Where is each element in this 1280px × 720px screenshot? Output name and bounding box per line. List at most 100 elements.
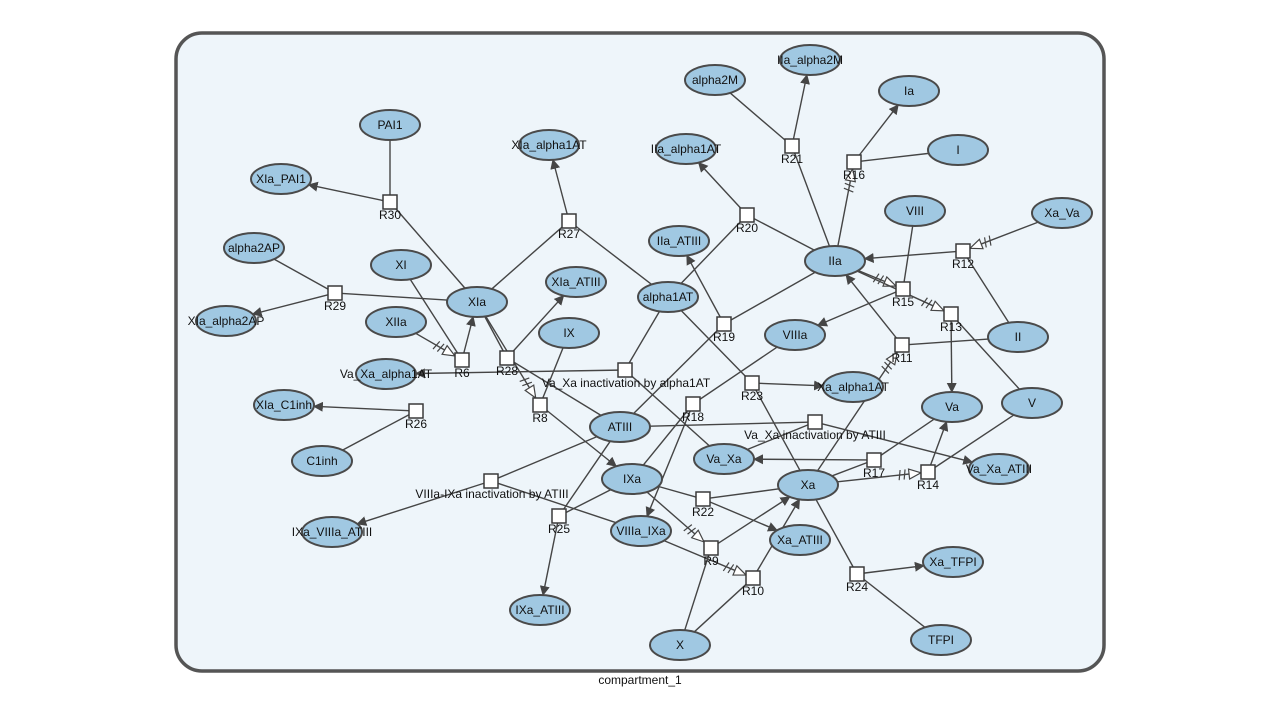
species-IX[interactable]: IX — [538, 317, 600, 349]
species-node[interactable] — [878, 75, 940, 107]
species-IIa_alpha2M[interactable]: IIa_alpha2M — [777, 44, 843, 76]
reaction-R14[interactable]: R14 — [917, 464, 939, 492]
species-node[interactable] — [601, 463, 663, 495]
species-X[interactable]: X — [649, 629, 711, 661]
reaction-node[interactable] — [739, 207, 755, 223]
species-Va_Xa_alpha1AT[interactable]: Va_Xa_alpha1AT — [340, 358, 433, 390]
species-node[interactable] — [779, 44, 841, 76]
species-node[interactable] — [250, 163, 312, 195]
species-node[interactable] — [922, 546, 984, 578]
reaction-node[interactable] — [784, 138, 800, 154]
species-node[interactable] — [538, 317, 600, 349]
reaction-node[interactable] — [382, 194, 398, 210]
species-node[interactable] — [446, 286, 508, 318]
reaction-VaXa_alpha1AT[interactable]: Va_Xa inactivation by alpha1AT — [542, 362, 711, 390]
species-II[interactable]: II — [987, 321, 1049, 353]
species-Xa_Va[interactable]: Xa_Va — [1031, 197, 1093, 229]
reaction-node[interactable] — [866, 452, 882, 468]
species-node[interactable] — [370, 249, 432, 281]
species-node[interactable] — [365, 306, 427, 338]
species-XIa_alpha2AP[interactable]: XIa_alpha2AP — [188, 305, 265, 337]
species-Va_Xa_ATIII[interactable]: Va_Xa_ATIII — [966, 453, 1032, 485]
reaction-node[interactable] — [920, 464, 936, 480]
species-node[interactable] — [1031, 197, 1093, 229]
reaction-node[interactable] — [807, 414, 823, 430]
species-I[interactable]: I — [927, 134, 989, 166]
species-XIa_PAI1[interactable]: XIa_PAI1 — [250, 163, 312, 195]
reaction-node[interactable] — [849, 566, 865, 582]
species-node[interactable] — [195, 305, 257, 337]
species-Xa[interactable]: Xa — [777, 469, 839, 501]
species-node[interactable] — [589, 411, 651, 443]
species-VIIIa[interactable]: VIIIa — [764, 319, 826, 351]
species-IIa[interactable]: IIa — [804, 245, 866, 277]
species-node[interactable] — [518, 129, 580, 161]
reaction-node[interactable] — [744, 375, 760, 391]
reaction-node[interactable] — [483, 473, 499, 489]
species-node[interactable] — [968, 453, 1030, 485]
species-alpha2AP[interactable]: alpha2AP — [223, 232, 285, 264]
species-node[interactable] — [764, 319, 826, 351]
species-node[interactable] — [545, 266, 607, 298]
species-XI[interactable]: XI — [370, 249, 432, 281]
species-node[interactable] — [684, 64, 746, 96]
species-C1inh[interactable]: C1inh — [291, 445, 353, 477]
species-Xa_alpha1AT[interactable]: Xa_alpha1AT — [817, 371, 890, 403]
reaction-node[interactable] — [895, 281, 911, 297]
species-node[interactable] — [610, 515, 672, 547]
species-Ia[interactable]: Ia — [878, 75, 940, 107]
species-node[interactable] — [822, 371, 884, 403]
species-Va[interactable]: Va — [921, 391, 983, 423]
reaction-node[interactable] — [894, 337, 910, 353]
reaction-R20[interactable]: R20 — [736, 207, 758, 235]
reaction-node[interactable] — [685, 396, 701, 412]
species-VIII[interactable]: VIII — [884, 195, 946, 227]
reaction-node[interactable] — [408, 403, 424, 419]
reaction-R17[interactable]: R17 — [863, 452, 885, 480]
species-IIa_ATIII[interactable]: IIa_ATIII — [648, 225, 710, 257]
reaction-R12[interactable]: R12 — [952, 243, 974, 271]
reaction-node[interactable] — [617, 362, 633, 378]
species-node[interactable] — [927, 134, 989, 166]
species-XIa_C1inh[interactable]: XIa_C1inh — [253, 389, 315, 421]
reaction-VaXa_ATIII[interactable]: Va_Xa inactivation by ATIII — [744, 414, 886, 442]
species-XIa_alpha1AT[interactable]: XIa_alpha1AT — [511, 129, 587, 161]
species-VIIIa_IXa[interactable]: VIIIa_IXa — [610, 515, 672, 547]
species-Xa_TFPI[interactable]: Xa_TFPI — [922, 546, 984, 578]
species-node[interactable] — [648, 225, 710, 257]
reaction-R11[interactable]: R11 — [891, 337, 913, 365]
reaction-node[interactable] — [703, 540, 719, 556]
species-alpha2M[interactable]: alpha2M — [684, 64, 746, 96]
reaction-node[interactable] — [561, 213, 577, 229]
reaction-R22[interactable]: R22 — [692, 491, 714, 519]
reaction-node[interactable] — [695, 491, 711, 507]
reaction-R24[interactable]: R24 — [846, 566, 868, 594]
reaction-R19[interactable]: R19 — [713, 316, 735, 344]
species-IIa_alpha1AT[interactable]: IIa_alpha1AT — [651, 133, 722, 165]
reaction-node[interactable] — [532, 397, 548, 413]
reaction-node[interactable] — [943, 306, 959, 322]
reaction-R27[interactable]: R27 — [558, 213, 580, 241]
reaction-node[interactable] — [955, 243, 971, 259]
reaction-node[interactable] — [454, 352, 470, 368]
species-node[interactable] — [223, 232, 285, 264]
species-IXa_ATIII[interactable]: IXa_ATIII — [509, 594, 571, 626]
reaction-node[interactable] — [499, 350, 515, 366]
reaction-R15[interactable]: R15 — [892, 281, 914, 309]
species-node[interactable] — [509, 594, 571, 626]
reaction-R9[interactable]: R9 — [703, 540, 719, 568]
reaction-R8[interactable]: R8 — [532, 397, 548, 425]
species-node[interactable] — [910, 624, 972, 656]
species-node[interactable] — [637, 281, 699, 313]
reaction-node[interactable] — [846, 154, 862, 170]
species-node[interactable] — [693, 443, 755, 475]
reaction-R13[interactable]: R13 — [940, 306, 962, 334]
species-XIIa[interactable]: XIIa — [365, 306, 427, 338]
reaction-R25[interactable]: R25 — [548, 508, 570, 536]
species-node[interactable] — [884, 195, 946, 227]
species-ATIII[interactable]: ATIII — [589, 411, 651, 443]
reaction-R6[interactable]: R6 — [454, 352, 470, 380]
species-node[interactable] — [777, 469, 839, 501]
species-node[interactable] — [987, 321, 1049, 353]
species-PAI1[interactable]: PAI1 — [359, 109, 421, 141]
